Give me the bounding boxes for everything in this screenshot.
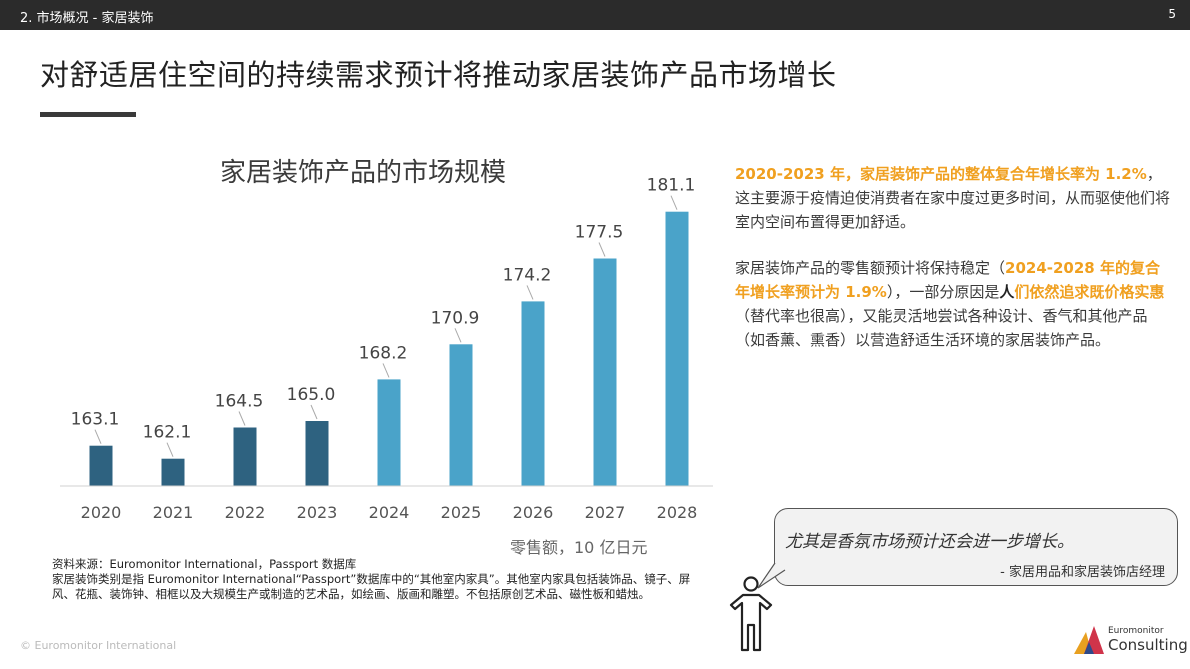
chart-notes: 资料来源：Euromonitor International，Passport …	[52, 557, 702, 602]
logo-triangle-center	[1084, 642, 1094, 654]
bar-2025	[449, 344, 473, 486]
data-label-2021: 162.1	[143, 423, 192, 443]
insight-paragraph-1: 2020-2023 年，家居装饰产品的整体复合年增长率为 1.2%，这主要源于疫…	[735, 162, 1170, 234]
data-label-2022: 164.5	[215, 392, 264, 412]
bar-2022	[233, 427, 257, 486]
x-tick-2025: 2025	[441, 503, 482, 522]
data-label-2027: 177.5	[575, 223, 624, 243]
quote-bubble: 尤其是香氛市场预计还会进一步增长。 - 家居用品和家居装饰店经理	[774, 508, 1178, 586]
source-note: 资料来源：Euromonitor International，Passport …	[52, 557, 357, 571]
leader-line-2024	[382, 363, 390, 378]
definition-note: 家居装饰类别是指 Euromonitor International“Passp…	[52, 572, 691, 601]
leader-line-2028	[670, 195, 678, 210]
data-label-2025: 170.9	[431, 308, 480, 328]
chart-title: 家居装饰产品的市场规模	[220, 158, 507, 188]
copyright: © Euromonitor International	[20, 639, 177, 652]
leader-line-2023	[310, 404, 318, 420]
x-tick-2024: 2024	[369, 503, 410, 522]
data-label-2023: 165.0	[287, 385, 336, 405]
x-tick-2020: 2020	[81, 503, 122, 522]
logo-line-2: Consulting	[1108, 636, 1188, 654]
cagr-highlight-forecast: 2024-2028 年的复合年增长率预计为 1.9%	[735, 259, 1160, 301]
bar-2026	[521, 301, 545, 486]
insight-paragraph-2: 家居装饰产品的零售额预计将保持稳定（2024-2028 年的复合年增长率预计为 …	[735, 256, 1170, 352]
quote-source: - 家居用品和家居装饰店经理	[1000, 565, 1165, 580]
person-icon	[729, 576, 773, 652]
cagr-highlight-historical: 2020-2023 年，家居装饰产品的整体复合年增长率为 1.2%	[735, 165, 1147, 183]
leader-line-2022	[238, 411, 246, 426]
bubble-tail	[757, 562, 786, 589]
leader-line-2026	[526, 285, 534, 300]
bar-2028	[665, 211, 689, 486]
quote-text: 尤其是香氛市场预计还会进一步增长。	[785, 532, 1074, 552]
title-underline	[40, 112, 136, 117]
data-label-2026: 174.2	[503, 265, 552, 285]
bar-2027	[593, 258, 617, 486]
x-tick-2021: 2021	[153, 503, 194, 522]
x-tick-2026: 2026	[513, 503, 554, 522]
x-tick-2023: 2023	[297, 503, 338, 522]
logo-line-1: Euromonitor	[1108, 626, 1164, 636]
leader-line-2020	[94, 429, 102, 444]
insight-text: 2020-2023 年，家居装饰产品的整体复合年增长率为 1.2%，这主要源于疫…	[735, 162, 1170, 352]
bar-2023	[305, 421, 329, 486]
data-label-2028: 181.1	[647, 176, 696, 196]
logo-triangle-icon	[1074, 626, 1104, 654]
x-tick-2027: 2027	[585, 503, 626, 522]
top-bar: 2. 市场概况 - 家居装饰 5	[0, 0, 1190, 30]
insight-p1-text: ，这主要源于疫情迫使消费者在家中度过更多时间，从而驱使他们将室内空间布置得更加舒…	[735, 165, 1171, 231]
affordability-highlight: 们依然追求既价格实惠	[1014, 283, 1165, 301]
bar-chart: 163.1 2020 162.1 2021 164.5 2022 165.0 2023 168.…	[60, 176, 713, 522]
data-label-2020: 163.1	[71, 410, 120, 430]
x-tick-2028: 2028	[657, 503, 698, 522]
leader-line-2025	[454, 328, 462, 343]
insight-p2-a: 家居装饰产品的零售额预计将保持稳定（	[735, 259, 1006, 277]
euromonitor-logo: Euromonitor Consulting	[1072, 622, 1188, 658]
leader-line-2021	[166, 442, 174, 457]
section-label: 2. 市场概况 - 家居装饰	[20, 11, 154, 26]
bar-2021	[161, 458, 185, 486]
insight-p2-b: ），一部分原因是	[886, 283, 1000, 301]
insight-p2-strong: 人	[999, 283, 1015, 301]
insight-p2-c: （替代率也很高），又能灵活地尝试各种设计、香气和其他产品（如香薰、熏香）以营造舒…	[735, 307, 1148, 349]
chart-unit-label: 零售额，10 亿日元	[510, 538, 648, 557]
data-label-2024: 168.2	[359, 343, 408, 363]
bar-2024	[377, 379, 401, 486]
bar-2020	[89, 445, 113, 486]
page-number: 5	[1168, 7, 1176, 21]
leader-line-2027	[598, 242, 606, 257]
x-tick-2022: 2022	[225, 503, 266, 522]
page-title: 对舒适居住空间的持续需求预计将推动家居装饰产品市场增长	[40, 58, 837, 92]
